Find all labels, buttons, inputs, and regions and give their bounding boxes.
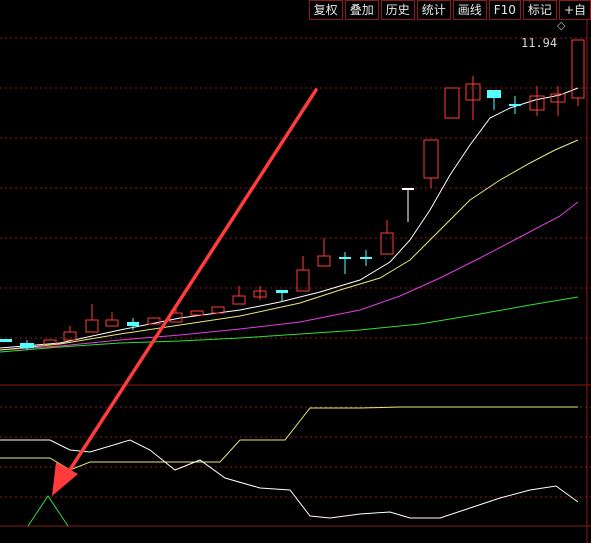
signal-triangle [27, 495, 69, 527]
ma10-line [0, 139, 579, 351]
toolbar: 复权 叠加 历史 统计 画线 F10 标记 +自 [307, 0, 591, 20]
indicator-line-yellow [0, 406, 578, 471]
ma5-line [0, 87, 579, 349]
indicator-line-white [0, 439, 579, 519]
candle [296, 269, 310, 292]
candle [147, 317, 161, 325]
candle [105, 319, 119, 327]
candle [423, 139, 439, 179]
arrow-annotation [52, 88, 318, 496]
max-price-label: 11.94 [521, 36, 558, 50]
ma60-line [0, 296, 579, 353]
candle [190, 310, 204, 316]
candle [63, 331, 77, 341]
history-button[interactable]: 历史 [380, 0, 415, 20]
candle [444, 87, 460, 119]
candle [211, 306, 225, 314]
candle [487, 90, 501, 98]
ma20-line [0, 201, 579, 351]
statistics-button[interactable]: 统计 [416, 0, 451, 20]
diamond-icon[interactable]: ◇ [557, 19, 566, 32]
candle [317, 255, 331, 267]
fuquan-button[interactable]: 复权 [308, 0, 343, 20]
add-watchlist-button[interactable]: +自 [558, 0, 591, 20]
candle [380, 232, 394, 255]
overlay-button[interactable]: 叠加 [344, 0, 379, 20]
candle [0, 339, 12, 342]
candle [232, 295, 246, 305]
candles [0, 39, 585, 350]
candle [43, 339, 57, 348]
f10-button[interactable]: F10 [488, 0, 521, 20]
mark-button[interactable]: 标记 [522, 0, 557, 20]
draw-line-button[interactable]: 画线 [452, 0, 487, 20]
candle [85, 319, 99, 333]
main-panel-grid [0, 37, 591, 339]
